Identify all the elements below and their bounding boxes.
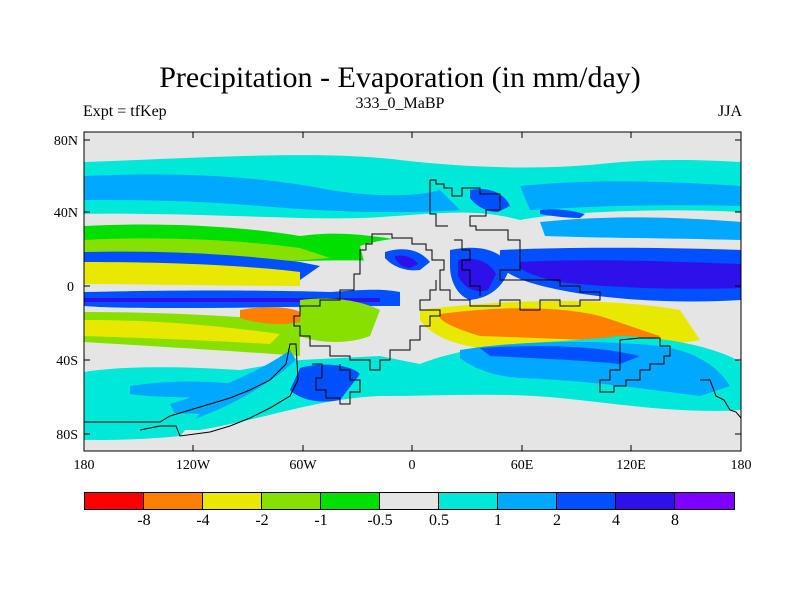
- field-contour: [440, 308, 660, 344]
- field-contour: [520, 181, 741, 210]
- colorbar-label: -0.5: [367, 512, 393, 529]
- colorbar-box: [675, 493, 734, 509]
- inland-sea-outline: [454, 239, 481, 296]
- y-tick-label: 0: [67, 280, 74, 295]
- colorbar-box: [85, 493, 144, 509]
- x-tick-label: 60W: [289, 458, 317, 473]
- x-tick-label: 60E: [511, 458, 534, 473]
- tick-marks: [83, 132, 742, 451]
- field-contour: [540, 217, 741, 240]
- field-contour: [290, 364, 360, 402]
- x-tick-label: 120W: [176, 458, 211, 473]
- y-tick-label: 40N: [54, 206, 78, 221]
- far-east-outline: [700, 379, 742, 419]
- southern-island-outline: [312, 363, 361, 405]
- field-contour: [84, 262, 300, 286]
- colorbar-label: -4: [196, 512, 210, 529]
- field-contour: [458, 258, 496, 292]
- plot-title: Precipitation - Evaporation (in mm/day): [159, 61, 641, 94]
- y-tick-label: 80S: [56, 428, 78, 443]
- field-contour: [300, 298, 380, 342]
- colorbar-label: -2: [255, 512, 269, 529]
- x-tick-label: 180: [731, 458, 752, 473]
- colorbar-label: 2: [553, 512, 561, 529]
- x-tick-label: 0: [409, 458, 416, 473]
- experiment-age: 333_0_MaBP: [355, 95, 445, 112]
- southern-arc-outline: [84, 343, 299, 437]
- colorbar-label: 8: [671, 512, 679, 529]
- x-tick-label: 180: [74, 458, 95, 473]
- colorbar-label: 0.5: [429, 512, 449, 529]
- colorbar: [84, 492, 735, 510]
- colorbar-box: [144, 493, 203, 509]
- colorbar-label: 4: [612, 512, 620, 529]
- colorbar-label: -1: [314, 512, 328, 529]
- field-contour: [240, 307, 300, 325]
- field-contour: [395, 255, 418, 268]
- colorbar-box: [203, 493, 262, 509]
- colorbar-box: [321, 493, 380, 509]
- supercontinent-outline: [293, 179, 601, 371]
- field-contour: [84, 174, 460, 213]
- field-contour: [540, 209, 585, 218]
- northern-coast-outline: [429, 180, 448, 227]
- colorbar-box: [439, 493, 498, 509]
- field-contour: [84, 320, 280, 344]
- colorbar-box: [616, 493, 675, 509]
- colorbar-box: [380, 493, 439, 509]
- field-contour: [170, 350, 296, 424]
- y-tick-label: 80N: [54, 134, 78, 149]
- experiment-label: Expt = tfKep: [83, 103, 167, 120]
- season-label: JJA: [717, 103, 742, 120]
- x-tick-label: 120E: [616, 458, 646, 473]
- field-layer: [84, 132, 741, 451]
- field-contour: [520, 260, 741, 289]
- colorbar-box: [498, 493, 557, 509]
- field-contour: [84, 413, 200, 440]
- y-tick-label: 40S: [56, 354, 78, 369]
- field-contour: [480, 346, 640, 364]
- colorbar-label: 1: [494, 512, 502, 529]
- continent-outlines: [84, 179, 742, 437]
- colorbar-box: [262, 493, 321, 509]
- colorbar-label: -8: [137, 512, 151, 529]
- colorbar-box: [557, 493, 616, 509]
- eastern-landmass-outline: [599, 337, 671, 393]
